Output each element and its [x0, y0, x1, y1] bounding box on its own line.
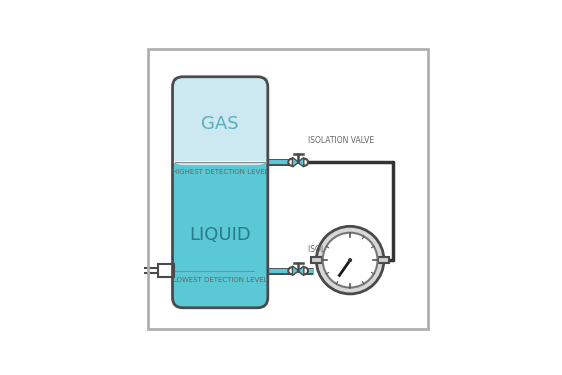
Bar — [173, 77, 268, 162]
Polygon shape — [297, 158, 304, 167]
Circle shape — [323, 232, 378, 288]
Text: HIGHEST DETECTION LEVEL: HIGHEST DETECTION LEVEL — [172, 170, 269, 176]
Polygon shape — [292, 266, 299, 276]
Circle shape — [301, 159, 308, 166]
FancyBboxPatch shape — [173, 77, 268, 165]
Text: ISOLATION VALVE: ISOLATION VALVE — [308, 244, 374, 254]
FancyBboxPatch shape — [173, 77, 268, 308]
Circle shape — [316, 226, 384, 294]
Polygon shape — [292, 158, 299, 167]
Polygon shape — [297, 266, 304, 276]
Text: LIQUID: LIQUID — [189, 226, 251, 244]
Text: GAS: GAS — [201, 115, 239, 133]
Bar — [158, 264, 174, 277]
Text: ISOLATION VALVE: ISOLATION VALVE — [308, 136, 374, 145]
Bar — [378, 257, 389, 263]
Circle shape — [288, 267, 295, 274]
Text: LOWEST DETECTION LEVEL: LOWEST DETECTION LEVEL — [173, 277, 268, 283]
Circle shape — [301, 267, 308, 274]
Bar — [311, 257, 322, 263]
Circle shape — [348, 258, 352, 262]
Circle shape — [288, 159, 295, 166]
